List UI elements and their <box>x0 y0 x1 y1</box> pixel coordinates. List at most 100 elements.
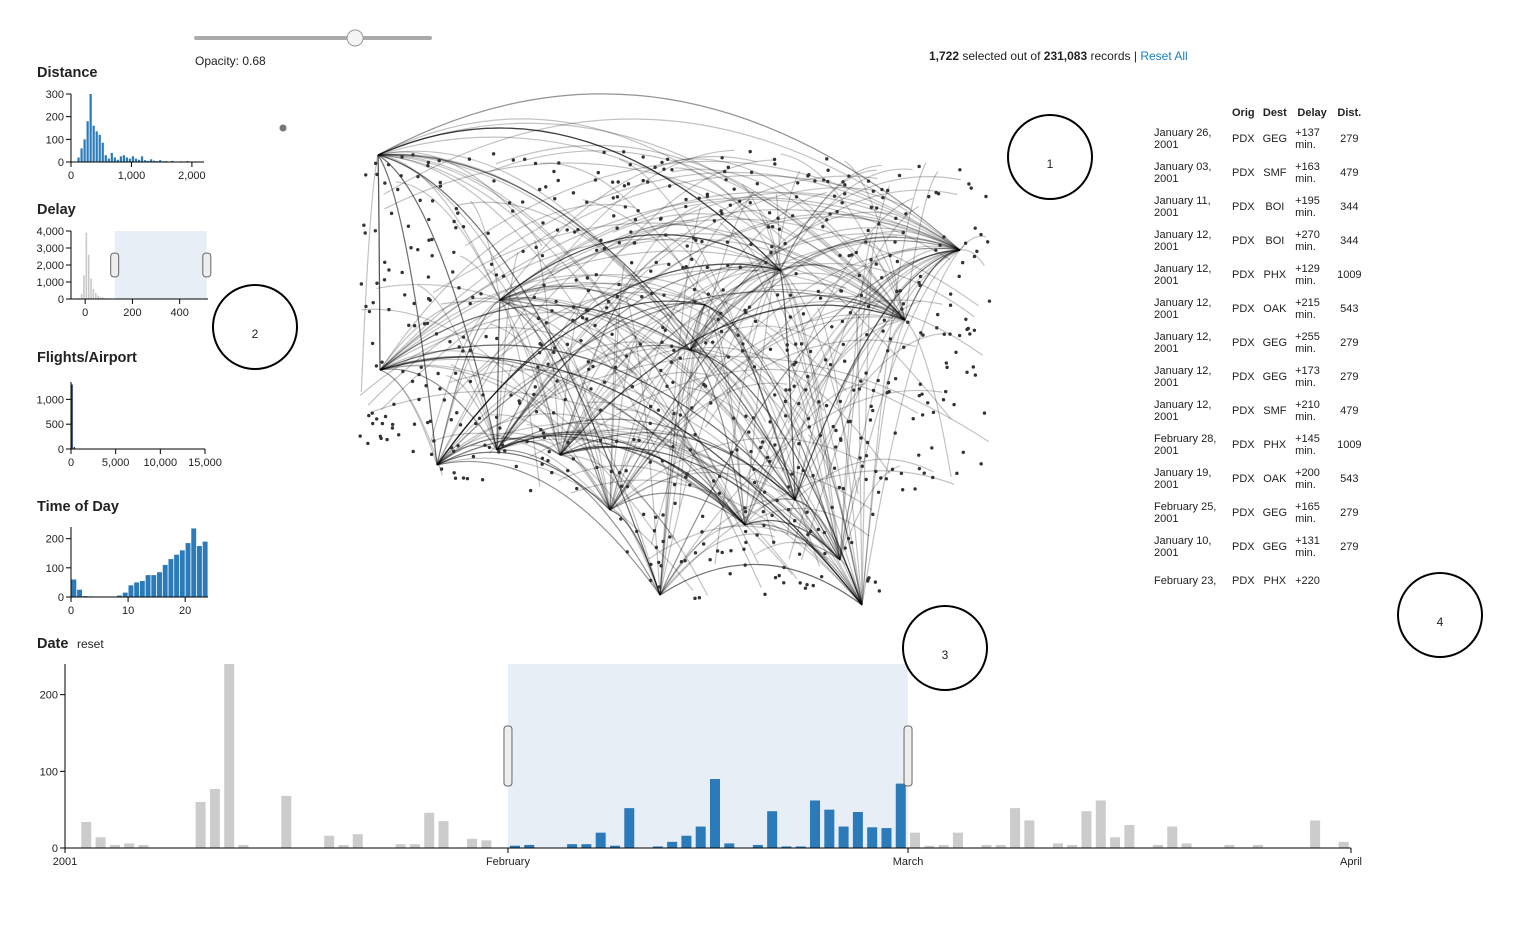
airport-dot <box>383 414 388 419</box>
airport-dot <box>760 440 765 444</box>
flight-arc <box>383 118 961 251</box>
flight-arc <box>609 463 873 511</box>
cell: January 19, 2001 <box>1154 467 1212 491</box>
callout-number: 1 <box>1047 157 1054 171</box>
airport-dot <box>918 274 923 279</box>
airport-dot <box>436 371 440 376</box>
airport-dot <box>728 572 732 576</box>
airport-dot <box>373 229 378 233</box>
airport-dot <box>792 362 796 367</box>
airport-dot <box>935 326 939 330</box>
bar <box>724 843 735 848</box>
flight-arc <box>559 304 906 456</box>
flight-arc <box>659 533 776 596</box>
airport-dot <box>374 364 379 368</box>
airport-dot <box>632 241 637 245</box>
flight-arc <box>456 291 706 393</box>
flight-arc <box>499 234 781 301</box>
airport-dot <box>474 421 478 426</box>
header-cell: Orig <box>1232 107 1255 119</box>
airport-dot <box>434 332 439 336</box>
airport-dot <box>927 194 931 199</box>
date-reset-link[interactable]: reset <box>77 637 104 651</box>
flight-arc <box>609 335 638 511</box>
airport-dot <box>841 342 846 347</box>
bar <box>145 575 151 597</box>
airport-dot <box>847 254 851 258</box>
bar <box>1067 844 1078 848</box>
bar <box>995 844 1006 848</box>
flight-arc <box>607 224 781 271</box>
flight-arc <box>794 249 961 501</box>
cell: PHX <box>1263 575 1287 587</box>
airport-dot <box>401 369 405 374</box>
cell: GEG <box>1262 541 1288 553</box>
bar <box>952 832 963 848</box>
flight-arc <box>377 154 611 511</box>
flight-arc <box>758 249 961 496</box>
airport-dot <box>717 474 722 478</box>
bar <box>467 838 478 848</box>
flight-arc <box>744 447 786 526</box>
airport-dot <box>494 273 499 277</box>
flight-arc <box>499 238 906 321</box>
airport-dot <box>762 490 767 494</box>
airport-dot <box>672 348 676 353</box>
reset-all-link[interactable]: Reset All <box>1140 49 1187 63</box>
airport-dot <box>919 331 923 335</box>
flight-arc <box>689 304 706 351</box>
airport-dot <box>528 488 533 493</box>
bar <box>102 297 104 299</box>
cell: SMF <box>1263 405 1287 417</box>
airport-dot <box>465 476 470 481</box>
airport-dot <box>900 307 904 311</box>
slider-label: Opacity: 0.68 <box>195 54 266 68</box>
airport-dot <box>874 262 878 266</box>
airport-dot <box>693 300 697 304</box>
cell: PDX <box>1232 167 1255 179</box>
flight-arc <box>379 369 443 476</box>
airport-dot <box>491 152 496 156</box>
airport-dot <box>497 450 501 454</box>
bar <box>113 157 116 162</box>
airport-dot <box>556 178 560 183</box>
airport-dot <box>483 443 487 447</box>
flight-arc <box>496 344 691 451</box>
airport-dot <box>960 260 965 265</box>
flight-arc <box>559 445 746 526</box>
airport-dot <box>555 228 560 232</box>
airport-dot <box>706 292 711 296</box>
airport-dot <box>449 445 454 450</box>
flight-arc <box>464 160 961 251</box>
bar <box>151 575 157 597</box>
flight-arc <box>789 423 841 561</box>
flight-arc <box>436 149 735 466</box>
airport-dot <box>453 371 458 375</box>
flight-arc <box>609 247 961 511</box>
airport-dot <box>451 270 455 274</box>
flight-arc <box>673 158 906 321</box>
flight-arc <box>587 401 746 526</box>
airport-dot <box>623 205 628 209</box>
airport-dot <box>586 360 590 364</box>
bar <box>174 554 180 597</box>
flight-arc <box>379 297 501 371</box>
airport-dot <box>985 240 990 244</box>
flight-arc <box>496 175 878 451</box>
callout-number: 4 <box>1437 615 1444 629</box>
flight-arc <box>457 201 691 351</box>
airport-dot <box>430 254 434 258</box>
flight-arc <box>689 349 863 606</box>
airport-dot <box>749 242 753 246</box>
flight-arc <box>377 154 498 451</box>
flight-arc <box>361 308 611 511</box>
airport-dot <box>619 517 623 521</box>
flight-arc <box>499 198 951 301</box>
flight-arc <box>377 154 661 596</box>
airport-dot <box>571 191 576 195</box>
airport-dot <box>641 512 646 517</box>
cell: 344 <box>1340 235 1359 247</box>
flight-arc <box>689 349 767 423</box>
airport-dot <box>782 581 786 585</box>
bar <box>109 844 120 848</box>
